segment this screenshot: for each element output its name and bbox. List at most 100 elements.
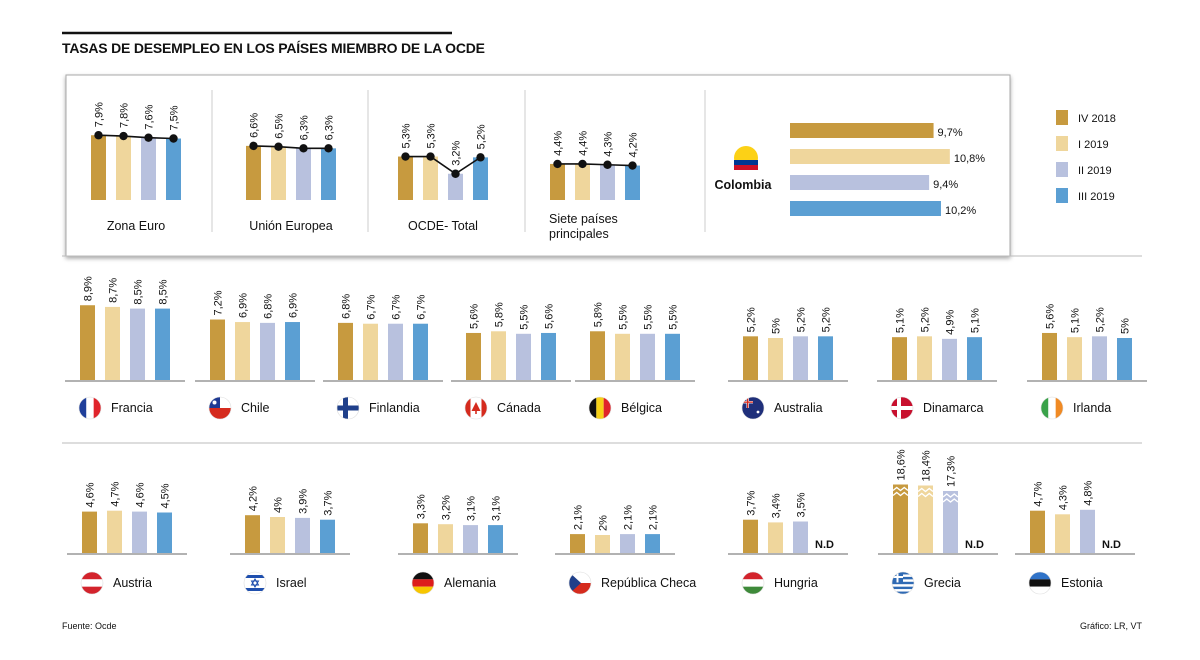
flag-part <box>569 572 591 583</box>
value-label: 5,2% <box>1095 307 1107 332</box>
value-label: 4,3% <box>1058 485 1070 510</box>
value-label: 5,5% <box>519 305 531 330</box>
greece-flag-body <box>892 572 914 594</box>
bar <box>448 173 463 200</box>
value-label: 7,5% <box>169 105 181 130</box>
bar <box>1092 336 1107 380</box>
value-label: 3,7% <box>323 490 335 515</box>
bar <box>388 323 403 380</box>
value-label: 6,3% <box>324 115 336 140</box>
flag-part <box>596 397 604 419</box>
legend: IV 2018 I 2019 II 2019 III 2019 <box>1056 110 1116 203</box>
bar <box>768 338 783 380</box>
bar <box>640 333 655 380</box>
country-label: República Checa <box>601 576 696 590</box>
bar <box>338 322 353 380</box>
value-label: 5,3% <box>401 123 413 148</box>
bar <box>918 485 933 553</box>
value-label: 5% <box>771 318 783 334</box>
bar <box>917 336 932 380</box>
value-label: 4,6% <box>85 482 97 507</box>
no-data-label: N.D <box>1102 539 1121 551</box>
bar <box>1080 509 1095 553</box>
source-note: Fuente: Ocde <box>62 621 117 631</box>
trend-point <box>451 169 460 178</box>
value-label: 2,1% <box>573 505 585 530</box>
value-label: 17,3% <box>946 456 958 487</box>
bar <box>285 322 300 380</box>
axis-break-mark <box>892 486 909 492</box>
flag-part <box>569 572 581 594</box>
colombia-chart: Colombia 9,7% 10,8% 9,4% 10,2% <box>715 123 985 217</box>
bar <box>296 148 311 200</box>
star-of-david <box>250 578 260 588</box>
value-label: 3,1% <box>491 496 503 521</box>
country-label: Alemania <box>444 576 496 590</box>
flag-part <box>412 586 434 594</box>
value-label: 5,6% <box>469 304 481 329</box>
country-label: Bélgica <box>621 401 662 415</box>
canada-flag <box>464 396 488 420</box>
aggregate-label: Zona Euro <box>107 219 165 233</box>
bar <box>413 523 428 553</box>
legend-label: IV 2018 <box>1078 113 1116 125</box>
value-label: 10,8% <box>954 153 985 165</box>
bar <box>260 322 275 380</box>
value-label: 4,4% <box>553 131 565 156</box>
country-chart: 4,7% 4,3% 4,8% N.D Estonia <box>1015 481 1135 595</box>
country-row-1: 8,9% 8,7% 8,5% 8,5% Francia 7,2% 6,9% 6,8% 6,9% C… <box>65 276 1147 420</box>
belgium-flag-body <box>589 397 611 419</box>
country-chart: 18,6% 18,4% 17,3% N.D Grecia <box>878 449 998 595</box>
aggregate-chart: 5,3% 5,3% 3,2% 5,2% OCDE- Total <box>398 123 488 233</box>
flag-outline <box>336 396 360 420</box>
bar <box>942 338 957 380</box>
trend-point <box>249 141 258 151</box>
country-chart: 4,6% 4,7% 4,6% 4,5% Austria <box>67 481 187 595</box>
flag-part <box>1041 397 1049 419</box>
summary-panel <box>65 74 1011 257</box>
country-label: Hungria <box>774 576 818 590</box>
value-label: 5,5% <box>618 305 630 330</box>
bar <box>790 175 930 190</box>
bar <box>116 136 131 200</box>
no-data-label: N.D <box>965 539 984 551</box>
flag-part <box>892 581 914 585</box>
value-label: 8,9% <box>83 276 95 301</box>
credit-note: Gráfico: LR, VT <box>1080 621 1143 631</box>
bar <box>768 522 783 553</box>
colombia-flag-stripe <box>734 160 758 165</box>
flag-part <box>209 408 231 419</box>
bar <box>625 165 640 200</box>
germany-flag <box>411 571 435 595</box>
australia-flag-body <box>742 397 764 419</box>
flag-part <box>86 397 94 419</box>
bar <box>790 201 941 216</box>
trend-point <box>274 142 283 151</box>
trend-point <box>628 161 637 170</box>
trend-line <box>253 145 329 150</box>
flag-part <box>747 397 749 408</box>
chart-title: TASAS DE DESEMPLEO EN LOS PAÍSES MIEMBRO… <box>62 40 485 56</box>
bar <box>575 163 590 200</box>
axis-break-mark <box>892 491 909 497</box>
flag-part <box>742 586 764 594</box>
bar <box>1042 332 1057 380</box>
value-label: 4,8% <box>1083 481 1095 506</box>
country-chart: 3,3% 3,2% 3,1% 3,1% Alemania <box>398 494 518 595</box>
flag-outline <box>464 396 488 420</box>
aggregate-chart: 7,9% 7,8% 7,6% 7,5% Zona Euro <box>91 102 181 233</box>
bar <box>363 323 378 380</box>
value-label: 5,2% <box>796 307 808 332</box>
value-label: 6,7% <box>391 294 403 319</box>
bar <box>1030 510 1045 553</box>
value-label: 18,4% <box>921 450 933 481</box>
flag-star <box>756 410 760 414</box>
bar <box>793 521 808 553</box>
flag-part <box>81 586 103 594</box>
flag-part <box>1048 397 1056 419</box>
france-flag <box>78 396 102 420</box>
belgium-flag <box>588 396 612 420</box>
flag-part <box>892 589 914 592</box>
value-label: 3,3% <box>416 494 428 519</box>
